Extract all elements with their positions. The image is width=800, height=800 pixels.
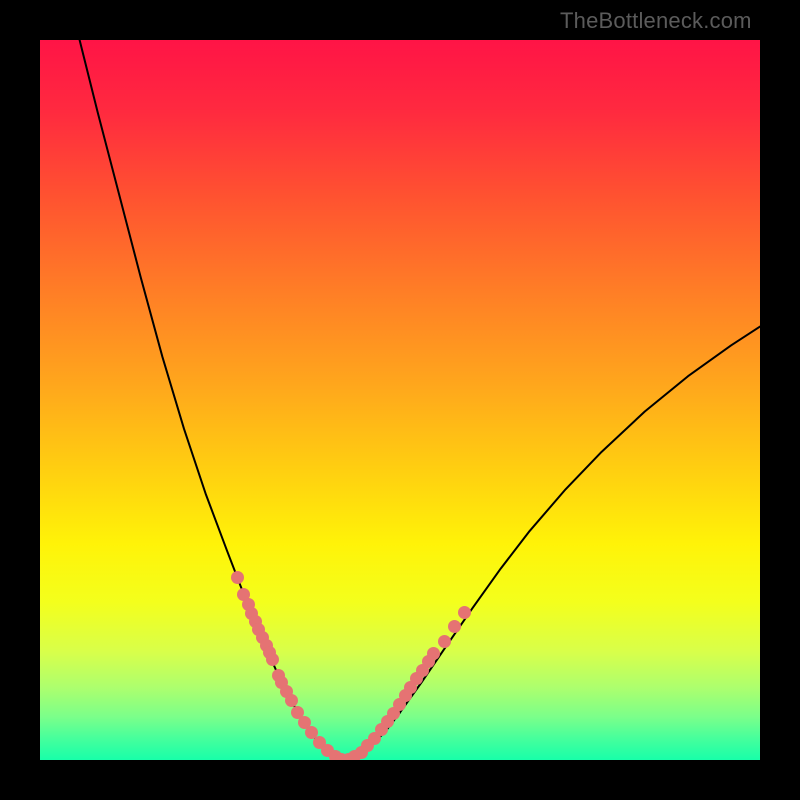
bottleneck-curve: [40, 40, 760, 760]
curve-marker: [427, 647, 440, 660]
watermark-text: TheBottleneck.com: [560, 8, 752, 34]
plot-area: [40, 40, 760, 760]
curve-marker: [448, 620, 461, 633]
curve-marker: [266, 653, 279, 666]
curve-marker: [458, 606, 471, 619]
